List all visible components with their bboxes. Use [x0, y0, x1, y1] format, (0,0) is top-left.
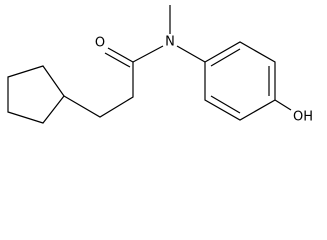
n-aryl-bond — [176, 45, 206, 63]
amide-bond — [132, 45, 164, 63]
hydroxyl-bond — [274, 99, 292, 111]
atom-label: N — [165, 35, 175, 50]
carbonyl-bond — [107, 47, 134, 63]
aromatic-bond — [210, 95, 241, 114]
carbonyl-bond — [104, 52, 131, 68]
atom-label: O — [95, 36, 105, 51]
cyclopentane-ring — [7, 65, 65, 124]
aromatic-bond — [210, 48, 241, 67]
molecule-diagram: O N OH — [7, 5, 313, 125]
page: O N OH (() => { const data = JSON.parse(… — [7, 5, 314, 125]
atom-label: OH — [293, 110, 313, 125]
alkyl-chain — [63, 62, 134, 118]
benzene-ring — [204, 41, 276, 121]
